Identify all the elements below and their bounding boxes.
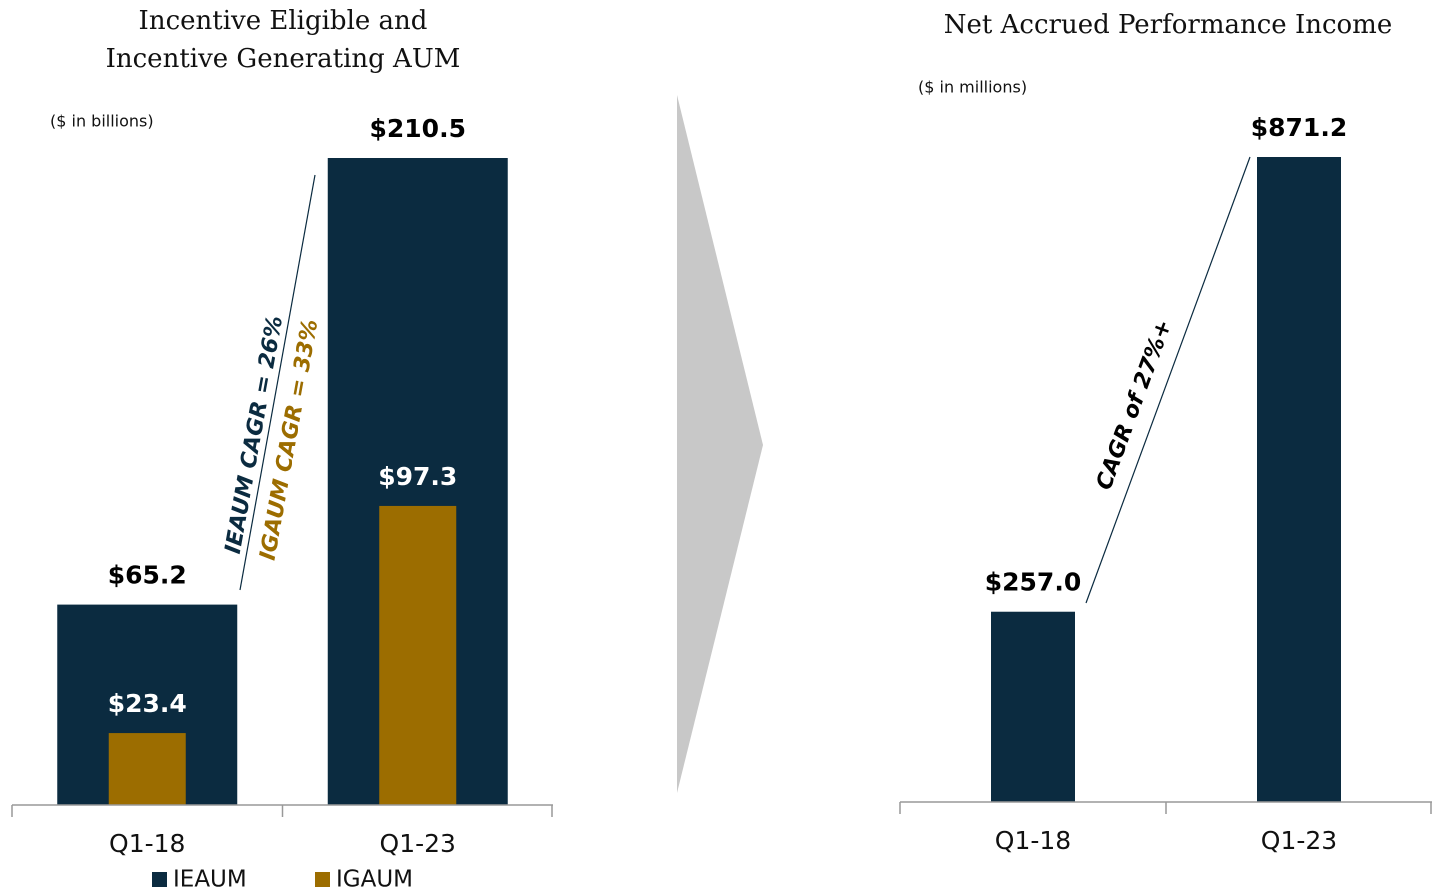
legend-label: IEAUM <box>173 867 247 893</box>
value-label: $210.5 <box>370 114 466 143</box>
value-label: $871.2 <box>1251 113 1347 142</box>
cagr-line <box>1085 156 1251 604</box>
bar <box>991 611 1075 802</box>
legend-swatch <box>315 872 330 887</box>
subtitle: ($ in millions) <box>918 78 1027 97</box>
bar <box>379 505 457 805</box>
x-tick-label: Q1-18 <box>109 829 185 858</box>
cagr-line <box>239 174 316 591</box>
bar <box>1257 157 1341 802</box>
chart-title: Net Accrued Performance Income <box>943 10 1393 40</box>
subtitle: ($ in billions) <box>50 112 154 131</box>
annotation: CAGR of 27%+ <box>1092 316 1177 493</box>
value-label: $65.2 <box>108 561 187 590</box>
x-tick-label: Q1-23 <box>1261 826 1337 855</box>
x-tick-label: Q1-23 <box>380 829 456 858</box>
bar <box>108 733 186 805</box>
value-label: $257.0 <box>985 568 1081 597</box>
legend-swatch <box>152 872 167 887</box>
chart-title: Incentive Eligible and Incentive Generat… <box>105 6 461 74</box>
chevron <box>677 95 763 793</box>
x-tick-label: Q1-18 <box>995 826 1071 855</box>
value-label: $97.3 <box>378 462 457 491</box>
legend-label: IGAUM <box>336 867 413 893</box>
value-label: $23.4 <box>108 689 187 718</box>
